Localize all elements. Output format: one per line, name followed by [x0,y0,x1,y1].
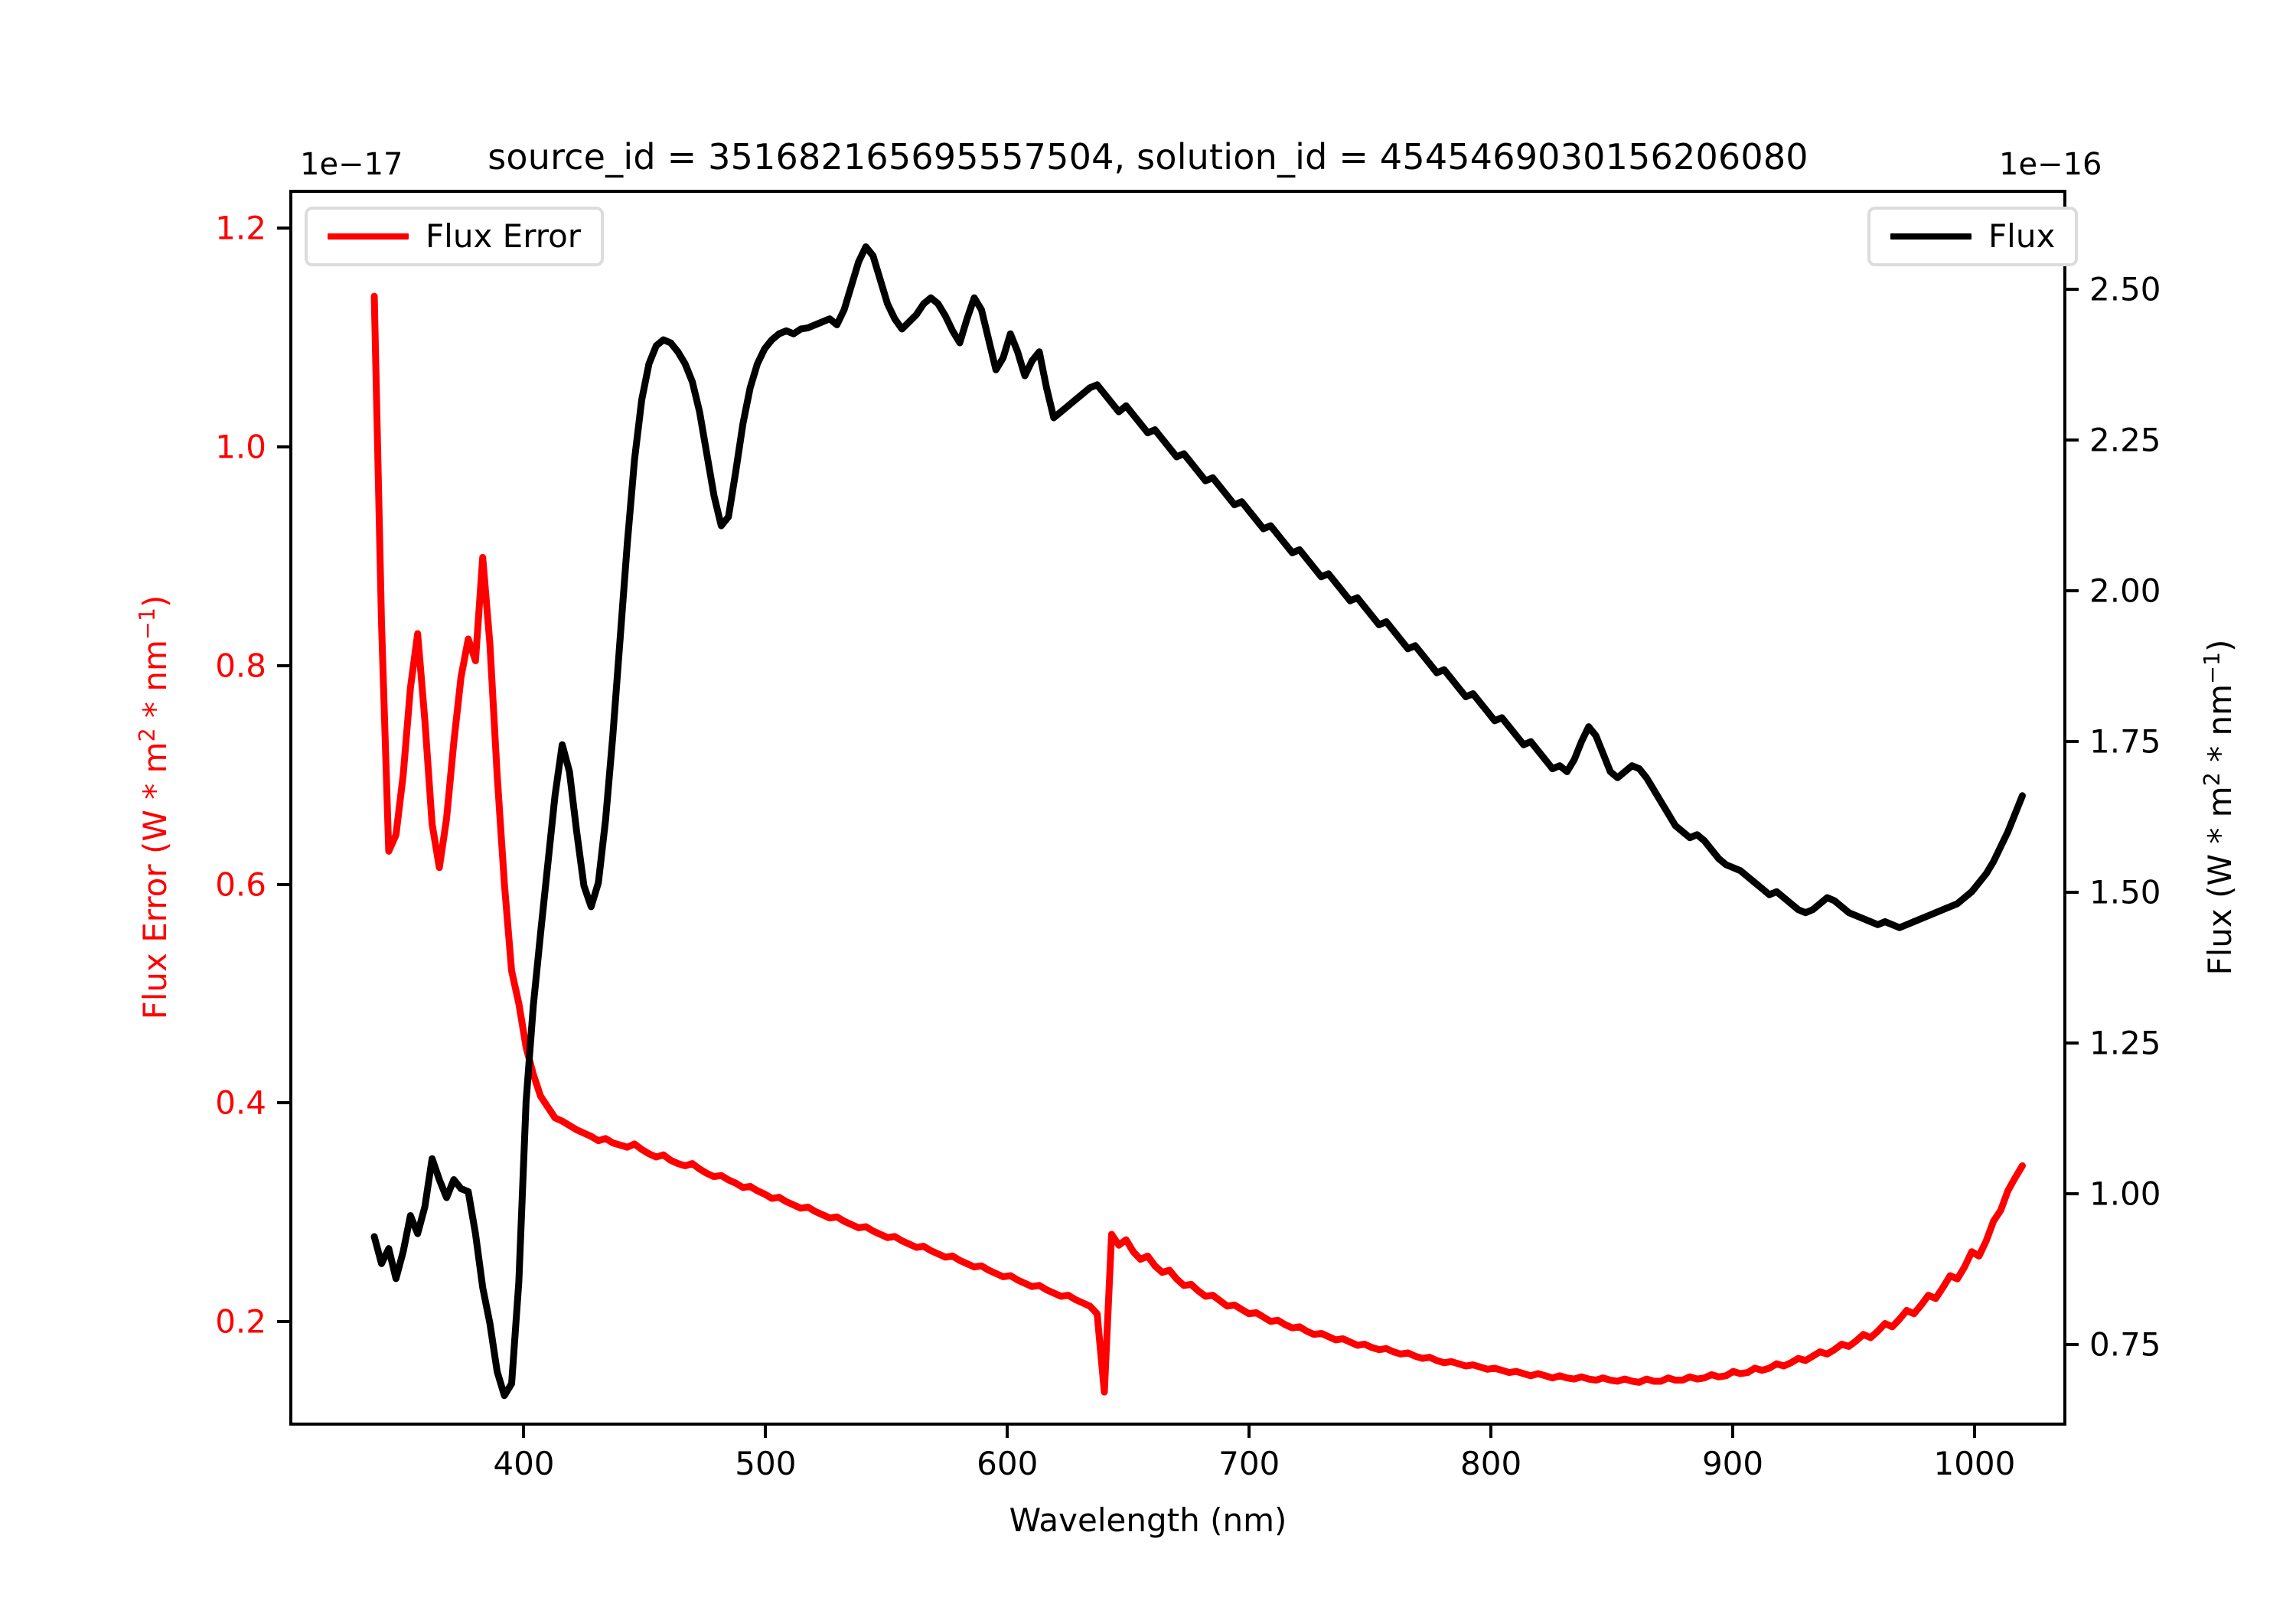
spectrum-curves [292,193,2063,1423]
plot-title: source_id = 351682165695557504, solution… [488,136,1808,178]
y-right-tick-label: 2.25 [2089,421,2161,459]
y-right-tick-label: 1.25 [2089,1024,2161,1062]
right-axis-offset-text: 1e−16 [1999,147,2102,182]
legend-label-flux: Flux [1988,217,2056,255]
y-right-tick-label: 2.50 [2089,270,2161,308]
y-left-tick-label: 0.6 [215,865,266,904]
flux-error-line [374,296,2022,1392]
y-axis-right-title: Flux (W * m2 * nm−1) [2199,639,2239,975]
y-left-tick-label: 0.8 [215,647,266,685]
x-tick-label: 500 [735,1445,797,1482]
y-right-tick-mark [2066,438,2079,442]
y-right-tick-label: 1.50 [2089,873,2161,911]
y-left-tick-label: 0.4 [215,1084,266,1122]
y-right-tick-mark [2066,1191,2079,1195]
y-right-tick-mark [2066,739,2079,743]
y-right-tick-label: 2.00 [2089,572,2161,610]
y-right-tick-mark [2066,287,2079,291]
y-axis-left-title: Flux Error (W * m2 * nm−1) [134,595,174,1020]
y-right-tick-mark [2066,588,2079,592]
x-tick-mark [1006,1426,1009,1438]
x-tick-label: 900 [1701,1445,1764,1482]
y-left-tick-mark [277,227,289,230]
y-right-tick-mark [2066,1342,2079,1346]
x-tick-label: 800 [1460,1445,1522,1482]
legend-swatch-flux-error [328,233,409,240]
y-right-tick-label: 0.75 [2089,1325,2161,1364]
y-right-tick-mark [2066,890,2079,894]
y-right-tick-mark [2066,1041,2079,1045]
y-left-title-mid: * nm [136,640,174,729]
x-tick-mark [1972,1426,1976,1438]
y-right-title-sup-1: 2 [2199,772,2225,787]
y-left-tick-mark [277,445,289,448]
y-right-title-mid: * nm [2201,683,2239,773]
x-tick-mark [1731,1426,1735,1438]
y-left-title-sup-2: −1 [134,607,160,641]
y-left-title-prefix: Flux Error (W * m [136,742,174,1020]
y-left-tick-label: 0.2 [215,1302,266,1341]
legend-flux-error[interactable]: Flux Error [305,207,605,266]
y-right-tick-label: 1.75 [2089,722,2161,761]
x-axis-title: Wavelength (nm) [1009,1501,1287,1539]
flux-line [374,247,2022,1396]
x-tick-mark [764,1426,768,1438]
x-tick-label: 600 [977,1445,1039,1482]
y-right-title-prefix: Flux (W * m [2201,786,2239,976]
x-tick-label: 400 [493,1445,555,1482]
legend-flux[interactable]: Flux [1867,207,2079,266]
y-left-title-suffix: ) [136,595,174,608]
x-tick-label: 1000 [1933,1445,2016,1482]
legend-swatch-flux [1890,233,1971,240]
y-left-tick-mark [277,663,289,667]
y-left-tick-mark [277,1320,289,1324]
left-axis-offset-text: 1e−17 [300,147,403,182]
y-right-tick-label: 1.00 [2089,1175,2161,1213]
y-left-title-sup-1: 2 [134,728,160,742]
plot-area [289,190,2066,1426]
x-tick-label: 700 [1218,1445,1280,1482]
x-tick-mark [522,1426,526,1438]
y-left-tick-mark [277,882,289,886]
y-left-tick-label: 1.0 [215,428,266,466]
y-right-title-sup-2: −1 [2199,651,2225,684]
x-tick-mark [1489,1426,1493,1438]
y-left-tick-mark [277,1101,289,1105]
x-tick-mark [1247,1426,1251,1438]
y-right-title-suffix: ) [2201,639,2239,652]
y-left-tick-label: 1.2 [215,209,266,247]
legend-label-flux-error: Flux Error [426,217,582,255]
